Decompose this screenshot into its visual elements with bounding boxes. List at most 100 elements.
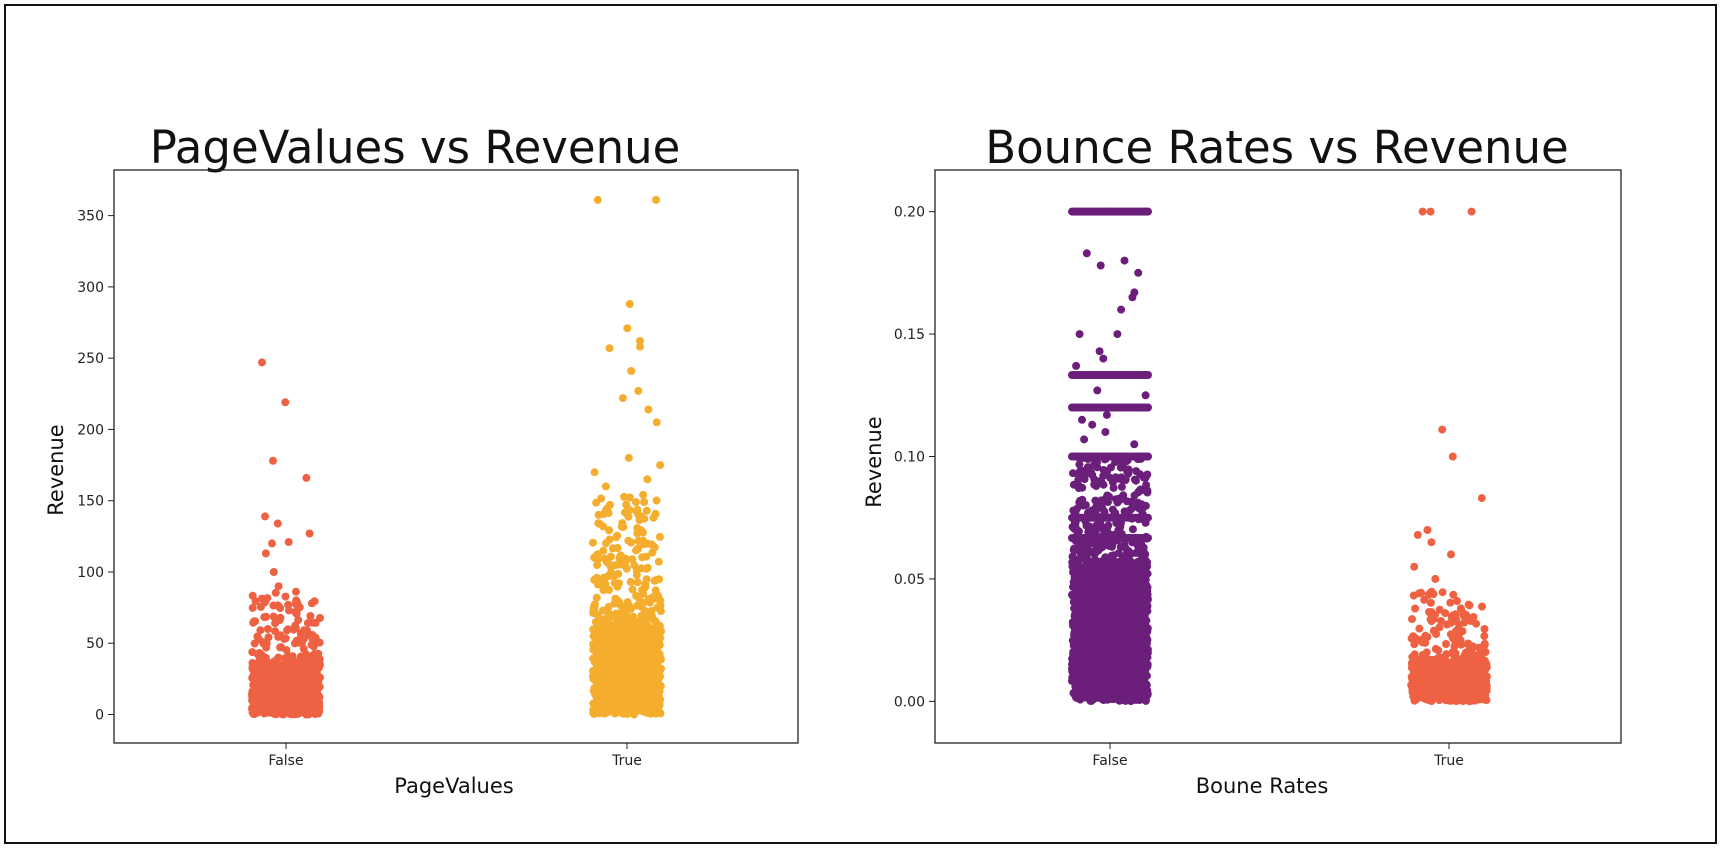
data-point: [1473, 689, 1482, 698]
data-point: [1131, 590, 1140, 599]
data-point: [1089, 548, 1098, 557]
ticks-layer: 0.00 0.05 0.10 0.15 0.20 False True: [894, 205, 1464, 769]
outlier-point: [636, 337, 644, 345]
outlier-point: [652, 418, 661, 427]
data-point: [602, 539, 610, 548]
data-point: [612, 533, 621, 542]
data-point: [599, 586, 608, 595]
data-point: [637, 642, 646, 650]
data-point: [1069, 469, 1077, 478]
data-point: [1144, 534, 1152, 542]
data-point: [1125, 506, 1134, 515]
data-point: [1144, 371, 1152, 379]
data-point: [1095, 578, 1103, 586]
data-point: [1086, 574, 1095, 583]
x-axis-label: Boune Rates: [1196, 774, 1329, 798]
data-point: [632, 649, 641, 658]
data-point: [622, 507, 631, 516]
data-point: [1121, 476, 1130, 485]
data-point: [271, 588, 280, 597]
data-point: [1087, 636, 1096, 645]
data-point: [642, 552, 651, 561]
data-point: [269, 657, 278, 666]
y-tick-label: 0.00: [894, 694, 925, 710]
outlier-point: [261, 512, 269, 521]
data-point: [1068, 552, 1077, 561]
data-point: [655, 686, 664, 695]
data-point: [597, 494, 606, 503]
outlier-point: [618, 394, 627, 403]
data-point: [292, 607, 301, 616]
data-point: [1452, 654, 1461, 663]
y-tick-label: 0.15: [894, 327, 925, 343]
data-point: [1134, 542, 1143, 551]
data-point: [1098, 496, 1107, 505]
data-point: [1420, 665, 1429, 674]
data-point: [1129, 682, 1138, 691]
y-tick-label: 50: [86, 636, 104, 652]
data-point: [589, 609, 598, 617]
outlier-point: [273, 519, 282, 528]
data-point: [636, 620, 645, 629]
data-point: [593, 550, 601, 559]
data-point: [304, 694, 313, 702]
data-point: [1130, 491, 1139, 500]
data-point: [276, 613, 285, 622]
data-point: [1095, 593, 1104, 602]
data-point: [1071, 610, 1079, 619]
data-point: [1132, 611, 1141, 620]
data-point: [1424, 693, 1432, 702]
outlier-point: [1093, 386, 1102, 395]
outlier-point: [269, 456, 277, 465]
data-point: [627, 701, 635, 710]
data-point: [629, 663, 638, 672]
data-point: [609, 665, 617, 674]
data-point: [267, 684, 276, 693]
outlier-point: [1467, 207, 1476, 216]
data-point: [631, 694, 639, 703]
data-point: [1105, 605, 1114, 613]
data-point: [1070, 524, 1079, 533]
data-point: [264, 707, 273, 716]
data-point: [612, 704, 621, 713]
data-point: [602, 614, 611, 623]
y-tick-label: 0.05: [894, 572, 925, 588]
outlier-point: [284, 538, 293, 546]
data-point: [655, 532, 664, 541]
outlier-point: [1080, 435, 1089, 444]
data-point: [1473, 674, 1482, 683]
data-point: [1426, 598, 1435, 607]
chart-bounce-rates: Bounce Rates vs Revenue Boune Rates Reve…: [862, 121, 1622, 798]
data-point: [1099, 480, 1108, 489]
data-point: [650, 543, 659, 552]
data-point: [1113, 644, 1122, 653]
outlier-point: [1413, 530, 1422, 539]
y-axis-label: Revenue: [44, 424, 68, 515]
data-point: [615, 653, 624, 661]
data-point: [278, 676, 287, 685]
data-point: [265, 692, 273, 701]
data-point: [1106, 556, 1114, 565]
data-point: [294, 708, 303, 717]
data-point: [1118, 682, 1127, 691]
data-point: [606, 655, 615, 664]
data-point: [1410, 696, 1419, 705]
data-point: [300, 626, 309, 635]
data-point: [1132, 663, 1141, 672]
data-point: [615, 579, 623, 588]
y-tick-label: 150: [77, 494, 104, 510]
outlier-point: [1078, 415, 1086, 424]
data-point: [260, 613, 269, 622]
data-point: [1091, 496, 1100, 505]
data-point: [633, 524, 642, 533]
data-point: [1480, 632, 1489, 641]
data-point: [292, 636, 301, 645]
figure-frame: [4, 4, 1717, 844]
data-point: [1084, 540, 1093, 549]
data-point: [637, 603, 646, 611]
data-point: [1102, 597, 1111, 606]
data-point: [277, 643, 286, 652]
data-point: [1113, 498, 1122, 507]
outlier-point: [605, 344, 614, 353]
outlier-point: [1128, 293, 1137, 302]
